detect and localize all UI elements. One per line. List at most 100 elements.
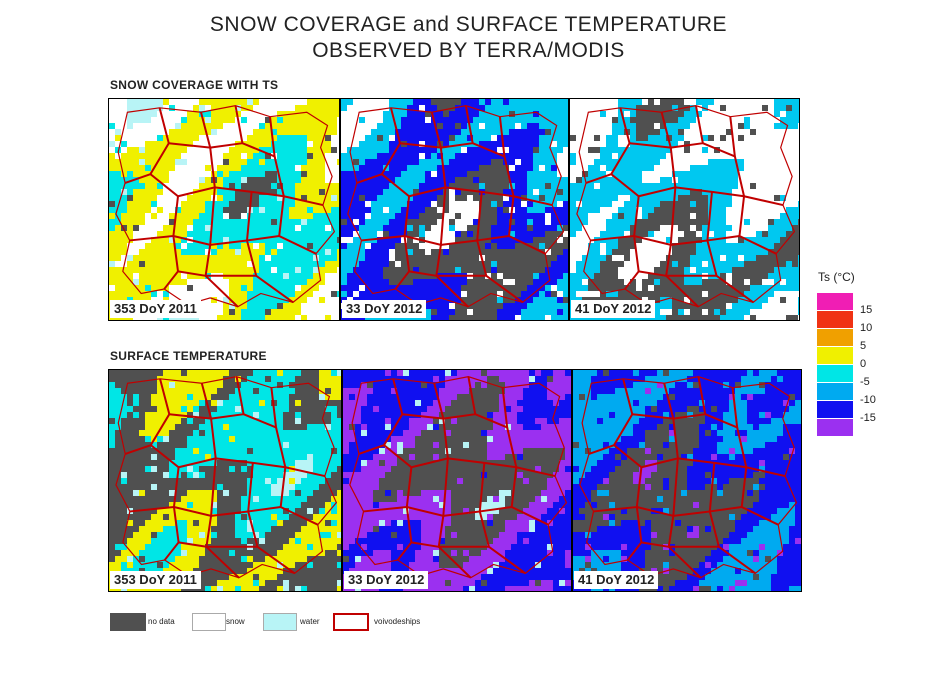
panel-date-label: 41 DoY 2012 <box>571 300 656 318</box>
map-pixels <box>570 99 799 320</box>
map-panel-snow-353-2011: 353 DoY 2011 <box>108 98 340 321</box>
colorbar-tick-label: 15 <box>860 304 873 316</box>
section-title-temperature: SURFACE TEMPERATURE <box>110 349 267 363</box>
voivodeship-border <box>586 108 630 183</box>
panel-date-label: 33 DoY 2012 <box>344 571 429 589</box>
colorbar-tick-label: -10 <box>860 394 876 406</box>
map-panel-temp-353-2011: 353 DoY 2011 <box>108 369 342 592</box>
voivodeship-border <box>151 377 244 468</box>
voivodeship-border <box>125 379 169 454</box>
voivodeship-border <box>589 379 632 454</box>
voivodeship-border <box>364 467 412 511</box>
map-panel-snow-41-2012: 41 DoY 2012 <box>569 98 800 321</box>
map-raster <box>573 370 801 591</box>
legend-swatch <box>333 613 369 631</box>
voivodeship-boundaries <box>116 106 335 307</box>
country-border <box>350 377 567 578</box>
voivodeship-border <box>480 507 512 511</box>
voivodeship-boundaries <box>348 106 564 307</box>
voivodeship-border <box>411 542 438 546</box>
section-title-snow: SNOW COVERAGE WITH TS <box>110 78 279 92</box>
voivodeship-border <box>150 106 242 197</box>
voivodeship-boundaries <box>580 377 797 578</box>
voivodeship-border <box>178 271 206 275</box>
voivodeship-border <box>707 236 739 240</box>
voivodeship-border <box>125 108 169 183</box>
map-panel-snow-33-2012: 33 DoY 2012 <box>340 98 569 321</box>
voivodeship-border <box>409 271 436 275</box>
map-raster <box>109 99 339 320</box>
colorbar-tick-label: 10 <box>860 322 873 334</box>
voivodeship-border <box>247 236 279 240</box>
map-raster <box>570 99 799 320</box>
legend-label: snow <box>226 617 245 626</box>
voivodeship-border <box>443 463 484 516</box>
voivodeship-border <box>248 507 280 511</box>
legend-swatch <box>192 613 226 631</box>
colorbar-swatch <box>817 401 853 418</box>
map-raster <box>109 370 341 591</box>
title-line-1: SNOW COVERAGE and SURFACE TEMPERATURE <box>209 13 728 36</box>
voivodeship-border <box>611 106 703 197</box>
colorbar-tick-label: 5 <box>860 340 867 352</box>
colorbar-swatch <box>817 383 853 400</box>
voivodeship-border <box>398 507 412 560</box>
map-raster <box>343 370 571 591</box>
country-border <box>116 377 336 578</box>
panel-date-label: 353 DoY 2011 <box>110 300 201 318</box>
map-raster <box>341 99 568 320</box>
legend-label: no data <box>148 617 175 626</box>
voivodeship-border <box>216 458 318 524</box>
colorbar-swatch <box>817 365 853 382</box>
voivodeship-border <box>244 388 276 428</box>
voivodeship-border <box>641 542 668 546</box>
legend-swatch <box>110 613 146 631</box>
voivodeship-border <box>357 108 400 183</box>
colorbar-swatch <box>817 347 853 364</box>
voivodeship-boundaries <box>350 377 567 578</box>
voivodeship-border <box>359 379 402 454</box>
voivodeship-boundaries <box>577 106 795 307</box>
voivodeship-border <box>445 187 545 253</box>
voivodeship-boundaries <box>116 377 336 578</box>
colorbar-title: Ts (°C) <box>818 270 855 284</box>
legend-label: water <box>300 617 320 626</box>
voivodeship-border <box>130 467 179 511</box>
country-border <box>116 106 335 307</box>
panel-date-label: 41 DoY 2012 <box>574 571 659 589</box>
voivodeship-border <box>165 507 179 560</box>
map-pixels <box>109 370 341 591</box>
colorbar-tick-label: -5 <box>860 376 870 388</box>
map-pixels <box>341 99 568 320</box>
colorbar-swatch <box>817 293 853 310</box>
panel-date-label: 33 DoY 2012 <box>342 300 427 318</box>
voivodeship-border <box>710 507 742 511</box>
voivodeship-border <box>675 187 776 253</box>
country-border <box>577 106 795 307</box>
voivodeship-border <box>247 240 293 302</box>
voivodeship-border <box>179 542 207 546</box>
voivodeship-border <box>705 388 737 428</box>
map-panel-temp-33-2012: 33 DoY 2012 <box>342 369 572 592</box>
voivodeship-border <box>614 377 705 468</box>
legend-swatch <box>263 613 297 631</box>
voivodeship-border <box>130 196 178 240</box>
title-line-2: OBSERVED BY TERRA/MODIS <box>312 39 625 62</box>
panel-date-label: 353 DoY 2011 <box>110 571 201 589</box>
country-border <box>580 377 797 578</box>
voivodeship-border <box>639 271 666 275</box>
voivodeship-border <box>384 377 475 468</box>
voivodeship-border <box>215 187 316 253</box>
colorbar-tick-label: 0 <box>860 358 867 370</box>
voivodeship-border <box>678 458 778 524</box>
legend-label: voivodeships <box>374 617 421 626</box>
figure-title: SNOW COVERAGE and SURFACE TEMPERATURE OB… <box>0 12 937 64</box>
voivodeship-border <box>382 106 473 197</box>
voivodeship-border <box>448 458 548 524</box>
map-panel-temp-41-2012: 41 DoY 2012 <box>572 369 802 592</box>
colorbar-swatch <box>817 329 853 346</box>
voivodeship-border <box>477 236 509 240</box>
colorbar-swatch <box>817 311 853 328</box>
voivodeship-border <box>673 463 714 516</box>
country-border <box>348 106 564 307</box>
